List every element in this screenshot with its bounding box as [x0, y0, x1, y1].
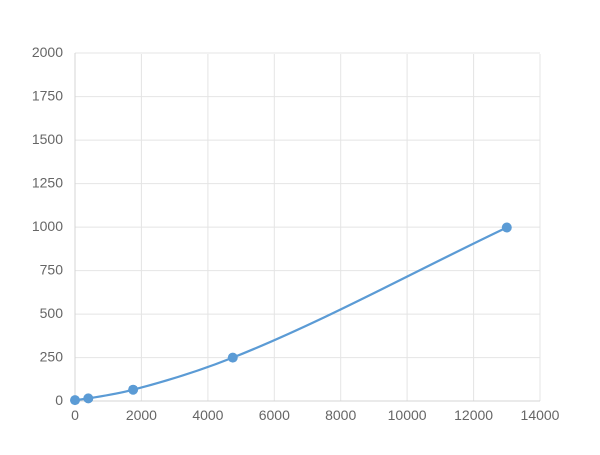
svg-text:10000: 10000: [388, 407, 427, 423]
svg-text:6000: 6000: [259, 407, 290, 423]
svg-text:14000: 14000: [521, 407, 560, 423]
svg-text:4000: 4000: [192, 407, 223, 423]
svg-text:1250: 1250: [32, 175, 63, 191]
svg-text:2000: 2000: [32, 44, 63, 60]
svg-text:250: 250: [40, 349, 64, 365]
svg-text:1500: 1500: [32, 131, 63, 147]
svg-text:12000: 12000: [454, 407, 493, 423]
svg-text:2000: 2000: [126, 407, 157, 423]
svg-text:500: 500: [40, 305, 64, 321]
svg-text:1000: 1000: [32, 218, 63, 234]
svg-text:750: 750: [40, 262, 64, 278]
svg-text:1750: 1750: [32, 88, 63, 104]
svg-text:0: 0: [55, 392, 63, 408]
svg-text:0: 0: [71, 407, 79, 423]
svg-text:8000: 8000: [325, 407, 356, 423]
